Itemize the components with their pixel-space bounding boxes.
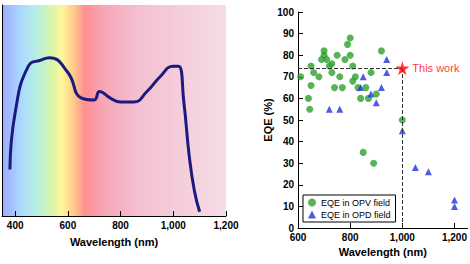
svg-text:30: 30 <box>283 158 295 169</box>
svg-text:1,000: 1,000 <box>161 220 186 231</box>
svg-text:800: 800 <box>342 232 359 243</box>
svg-text:1,000: 1,000 <box>390 232 415 243</box>
svg-text:Wavelength (nm): Wavelength (nm) <box>70 236 159 248</box>
svg-text:10: 10 <box>283 201 295 212</box>
svg-text:70: 70 <box>283 71 295 82</box>
svg-text:EQE in OPV field: EQE in OPV field <box>321 198 390 208</box>
svg-text:EQE (%): EQE (%) <box>262 98 274 142</box>
svg-text:800: 800 <box>112 220 129 231</box>
svg-text:1,200: 1,200 <box>213 220 238 231</box>
svg-text:20: 20 <box>283 179 295 190</box>
svg-text:600: 600 <box>290 232 307 243</box>
svg-text:100: 100 <box>277 7 294 18</box>
svg-text:EQE in OPD field: EQE in OPD field <box>321 210 391 220</box>
svg-text:Wavelength (nm): Wavelength (nm) <box>339 246 428 258</box>
svg-text:80: 80 <box>283 50 295 61</box>
svg-text:400: 400 <box>7 220 24 231</box>
svg-text:This work: This work <box>412 62 460 74</box>
svg-text:90: 90 <box>283 28 295 39</box>
svg-text:0: 0 <box>288 222 294 234</box>
svg-text:600: 600 <box>60 220 77 231</box>
svg-text:60: 60 <box>283 93 295 104</box>
svg-text:40: 40 <box>283 136 295 147</box>
svg-text:1,200: 1,200 <box>442 232 467 243</box>
svg-text:50: 50 <box>283 115 295 126</box>
